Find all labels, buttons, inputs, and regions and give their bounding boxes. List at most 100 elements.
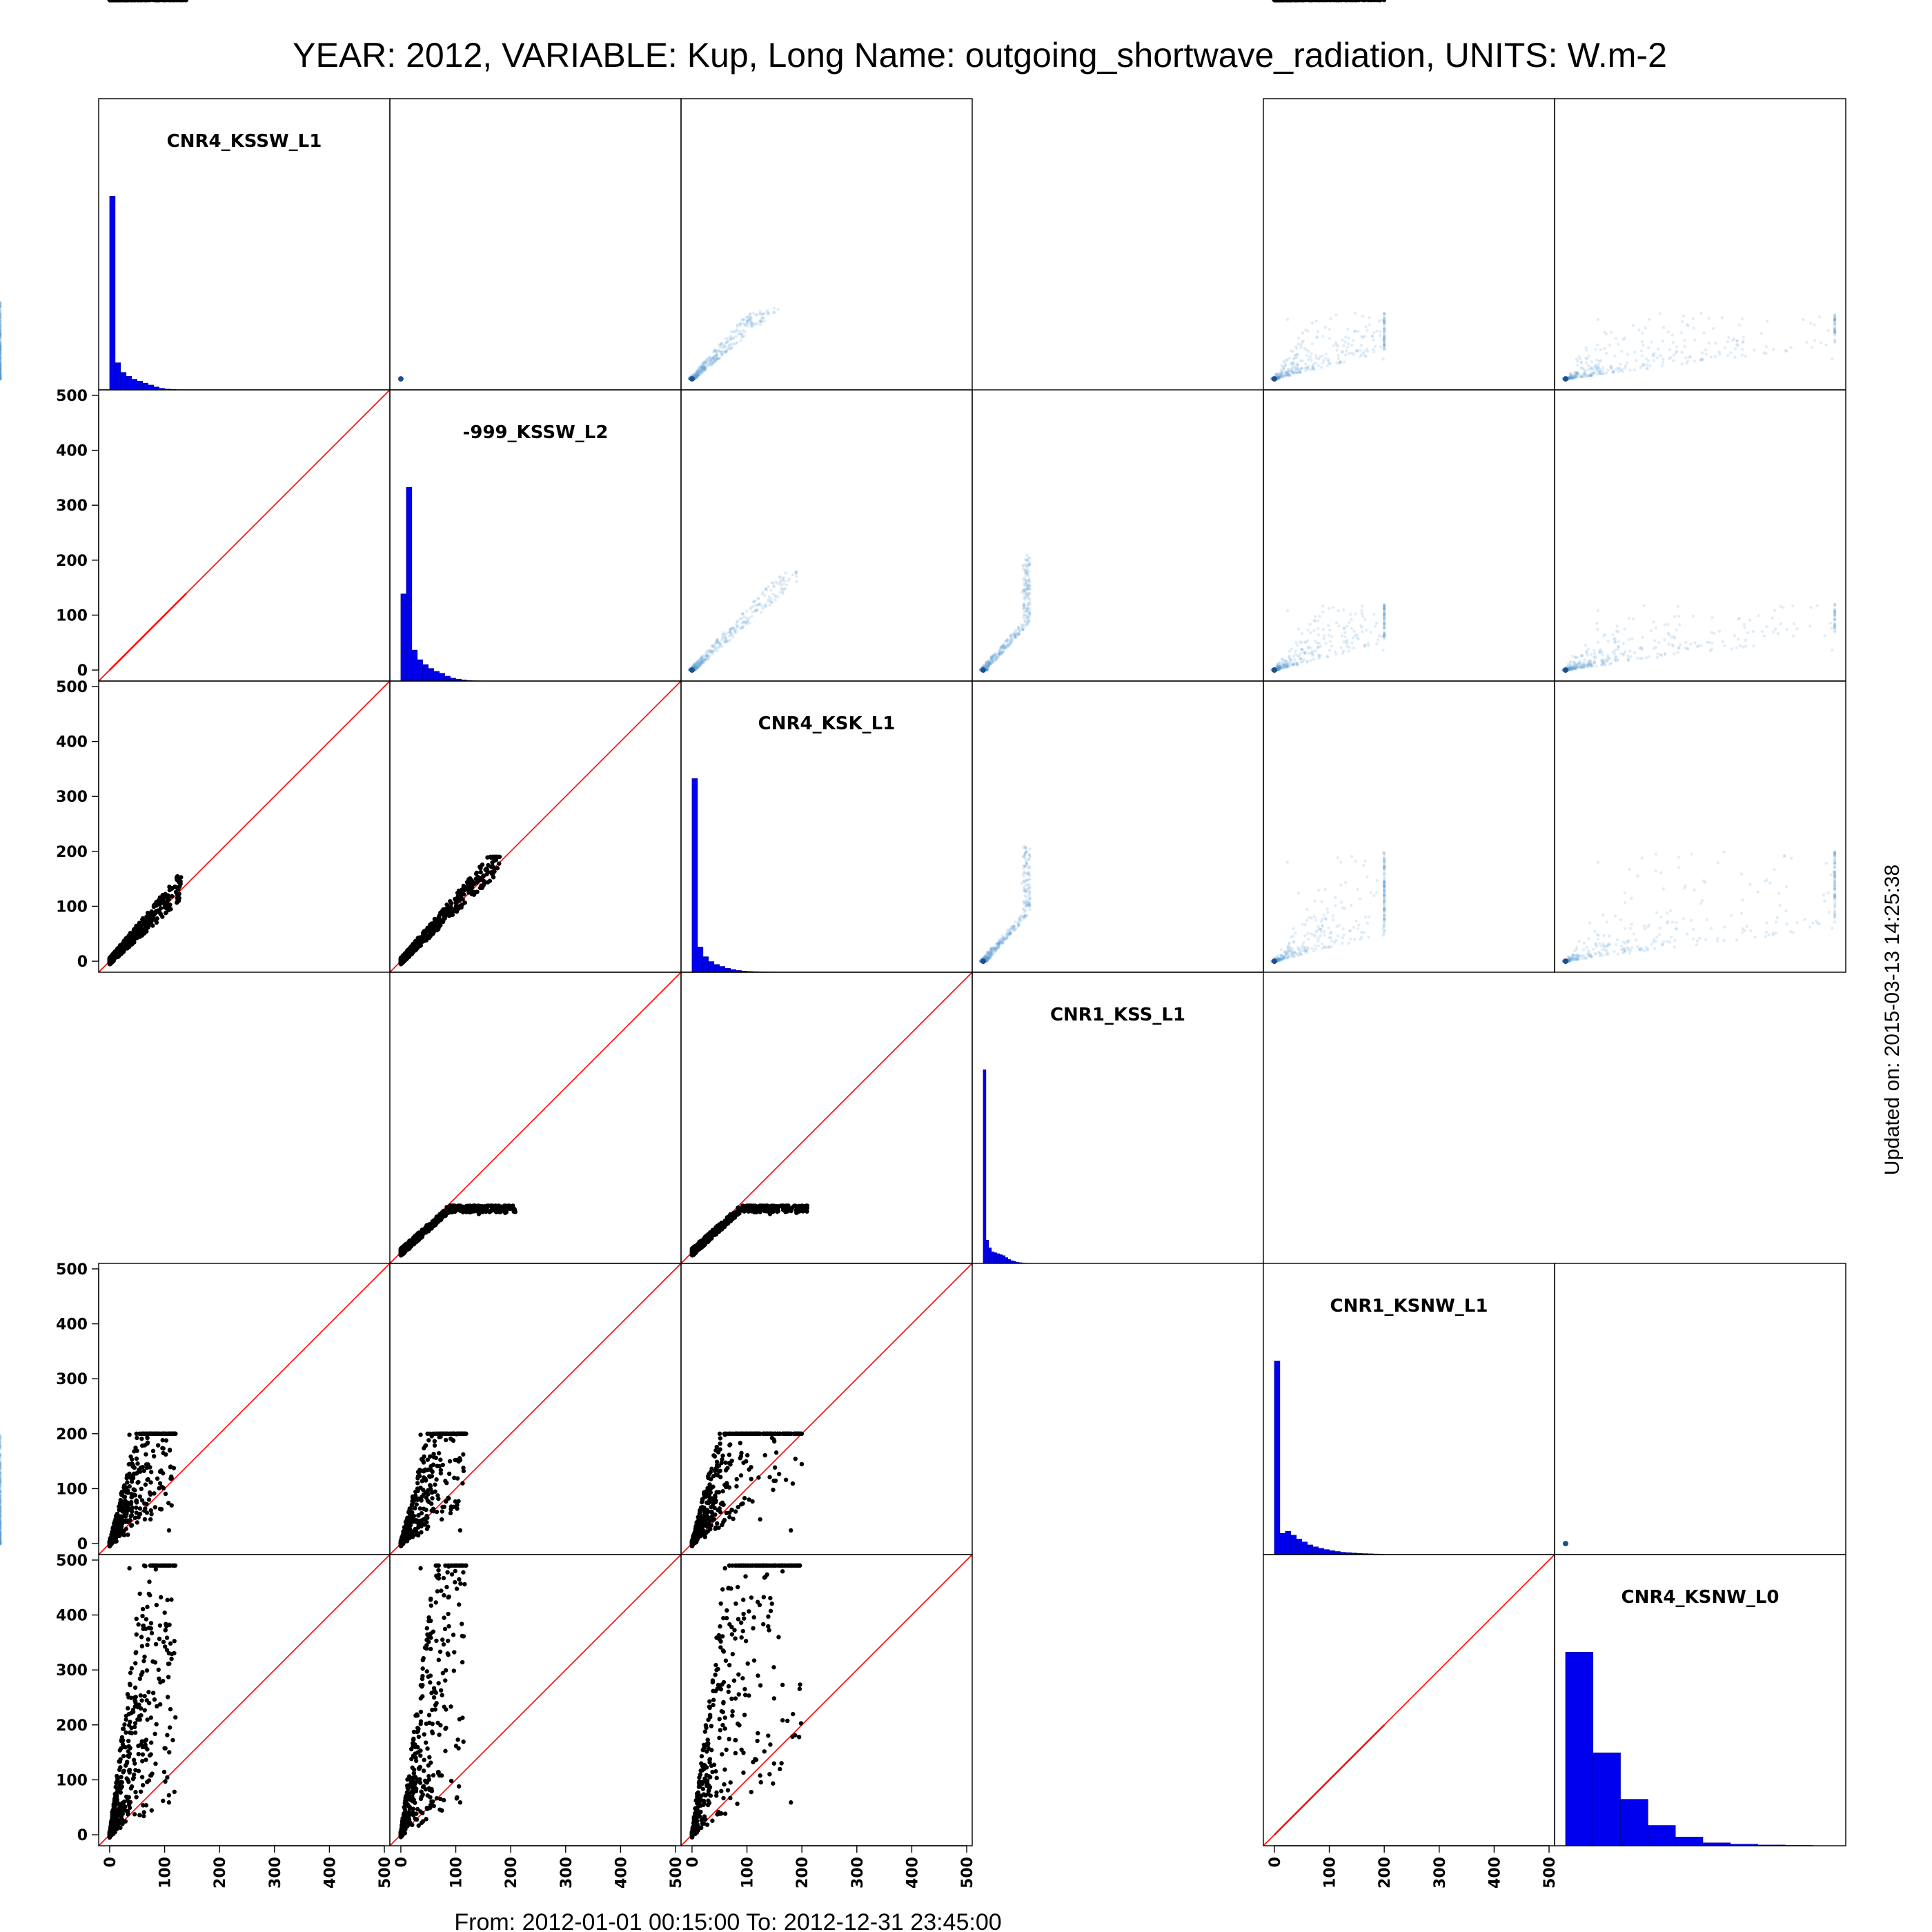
density-point (1624, 364, 1628, 368)
density-point (1363, 618, 1367, 622)
density-point (1327, 633, 1331, 637)
density-point (1292, 362, 1296, 366)
density-point (0, 355, 2, 359)
density-point (1773, 627, 1777, 631)
density-point (1707, 317, 1711, 320)
density-point (1342, 640, 1346, 644)
density-point (0, 373, 2, 377)
density-point (0, 372, 2, 376)
density-point (711, 356, 714, 360)
density-point (724, 351, 728, 354)
density-point (1005, 936, 1009, 940)
density-point (745, 320, 749, 324)
density-point (1294, 931, 1297, 935)
density-point (1303, 362, 1308, 366)
density-point (0, 377, 2, 381)
density-point (0, 374, 2, 377)
density-point (0, 376, 2, 380)
density-point (0, 371, 2, 375)
density-point (742, 334, 747, 338)
density-point (1325, 364, 1330, 368)
density-point (0, 377, 2, 380)
density-point (729, 336, 733, 340)
density-point (0, 357, 2, 361)
density-point (0, 347, 2, 351)
density-point (729, 629, 732, 633)
density-point (0, 364, 2, 368)
updated-timestamp: Updated on: 2015-03-13 14:25:38 (1881, 865, 1904, 1175)
density-point (0, 313, 2, 317)
density-point (727, 639, 730, 642)
density-point (727, 347, 731, 351)
density-point (1285, 358, 1290, 362)
density-point (0, 377, 2, 380)
density-point (1322, 634, 1326, 638)
density-point (0, 363, 2, 366)
density-point (0, 326, 2, 329)
density-point (695, 375, 698, 379)
density-point (1728, 351, 1733, 355)
density-point (0, 376, 2, 379)
density-point (1659, 353, 1662, 357)
density-point (1005, 932, 1009, 936)
density-point (1028, 890, 1032, 894)
density-point (1785, 628, 1788, 631)
density-point (724, 341, 728, 344)
density-point (1639, 366, 1642, 370)
density-point (1613, 640, 1617, 644)
density-point (1283, 364, 1288, 368)
density-point (1341, 338, 1344, 342)
density-point (0, 375, 2, 379)
density-point (1299, 657, 1303, 661)
density-point (0, 335, 2, 339)
density-point (0, 376, 2, 380)
density-point (1021, 564, 1025, 567)
density-point (1345, 624, 1349, 628)
density-point (0, 348, 2, 353)
density-point (0, 368, 2, 372)
density-point (1309, 631, 1312, 635)
density-point (1702, 331, 1706, 335)
density-point (761, 316, 765, 319)
density-point (0, 339, 2, 343)
density-point (1374, 891, 1379, 894)
density-point (0, 372, 2, 375)
density-point (1016, 633, 1020, 636)
density-point (1661, 339, 1664, 343)
data-point (175, 900, 179, 905)
density-point (1614, 655, 1617, 658)
density-point (1310, 342, 1314, 346)
density-point (0, 373, 2, 377)
density-point (1833, 617, 1837, 621)
density-point (1352, 353, 1356, 356)
density-point (1279, 373, 1283, 376)
density-point (0, 336, 2, 339)
density-point (1633, 351, 1637, 354)
density-point (0, 335, 2, 339)
density-point (0, 376, 2, 380)
density-point (702, 655, 706, 659)
density-point (1586, 647, 1590, 651)
density-point (1292, 927, 1295, 931)
density-point (1596, 366, 1600, 370)
density-point (1599, 359, 1603, 362)
density-point (0, 326, 2, 330)
density-point (739, 322, 742, 326)
density-point (0, 347, 2, 351)
density-point (0, 344, 2, 348)
density-point (1330, 635, 1334, 638)
density-point (1668, 357, 1671, 361)
density-point (748, 313, 752, 316)
density-point (1609, 331, 1613, 334)
density-point (708, 356, 712, 359)
density-point (1355, 348, 1359, 352)
density-point (1833, 631, 1837, 634)
density-point (1762, 634, 1766, 638)
density-point (1022, 588, 1026, 591)
density-point (0, 366, 2, 369)
density-point (743, 322, 747, 326)
density-point (717, 344, 721, 347)
density-point (1335, 348, 1339, 352)
density-point (1022, 615, 1025, 620)
density-point (1601, 658, 1605, 662)
